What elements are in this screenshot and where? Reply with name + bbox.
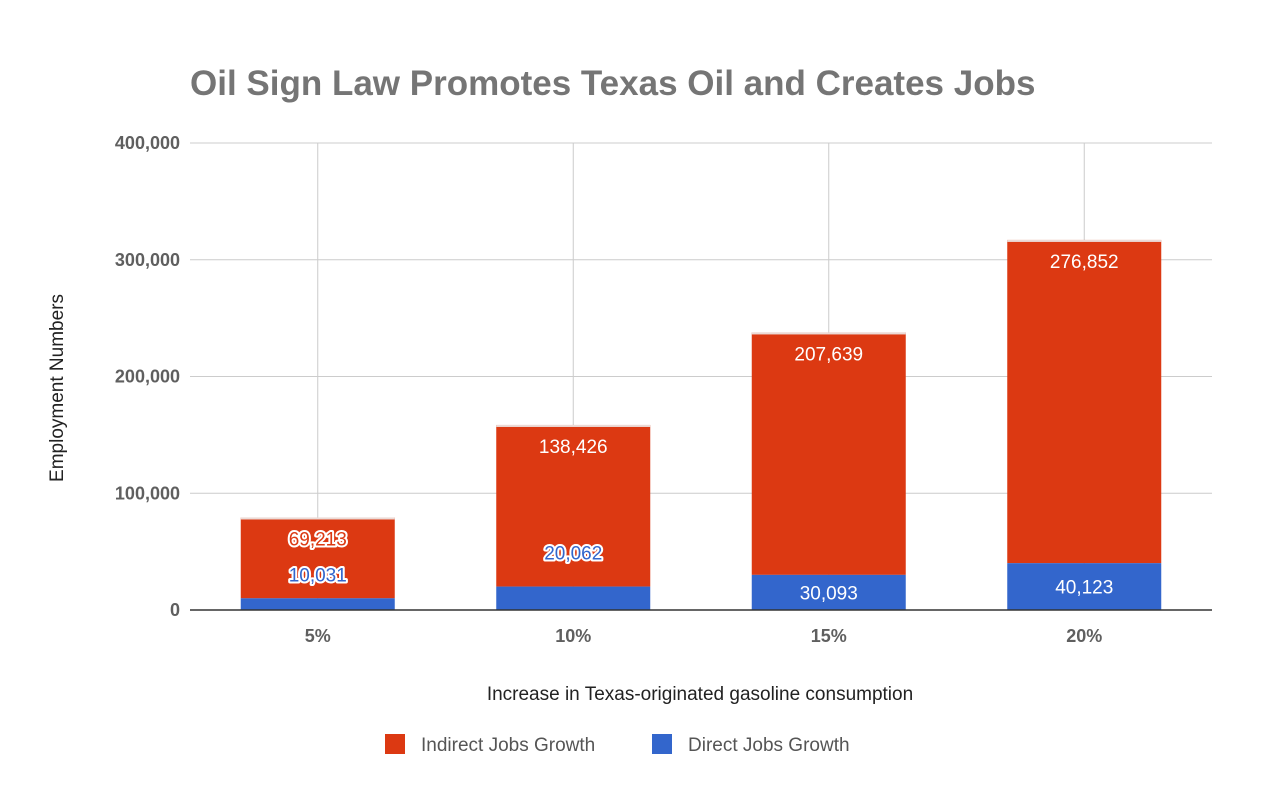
bar-indirect-jobs — [240, 517, 395, 599]
legend-label: Indirect Jobs Growth — [421, 735, 595, 756]
legend-swatch — [385, 734, 405, 754]
bar-direct-jobs — [240, 598, 395, 610]
bar-top-edge — [496, 424, 651, 427]
y-axis-label: Employment Numbers — [47, 294, 68, 482]
bar-top-edge — [1007, 239, 1162, 242]
bar-direct-jobs — [496, 586, 651, 610]
chart-title: Oil Sign Law Promotes Texas Oil and Crea… — [190, 64, 1035, 103]
data-label-direct: 20,062 — [544, 544, 602, 565]
legend-label: Direct Jobs Growth — [688, 735, 850, 756]
data-label-direct: 10,031 — [289, 565, 347, 586]
bar-indirect-jobs — [496, 424, 651, 587]
data-label-indirect: 207,639 — [794, 344, 863, 365]
data-label-indirect: 69,213 — [289, 529, 347, 550]
bar-indirect-jobs — [751, 332, 906, 575]
y-tick-label: 400,000 — [115, 133, 180, 153]
data-label-indirect: 138,426 — [539, 437, 608, 458]
x-axis-label: Increase in Texas-originated gasoline co… — [487, 684, 913, 705]
data-label-indirect: 276,852 — [1050, 252, 1119, 273]
legend-swatch — [652, 734, 672, 754]
data-label-direct: 40,123 — [1055, 578, 1113, 599]
data-labels: 69,213 10,031 138,426 20,062 207,639 30,093 27… — [287, 252, 1119, 605]
bar-indirect-jobs — [1007, 239, 1162, 564]
x-tick-label: 5% — [305, 626, 331, 646]
legend: Indirect Jobs Growth Direct Jobs Growth — [385, 734, 850, 756]
y-tick-label: 200,000 — [115, 367, 180, 387]
x-tick-label: 20% — [1066, 626, 1102, 646]
y-tick-label: 300,000 — [115, 250, 180, 270]
x-tick-label: 10% — [555, 626, 591, 646]
bar-top-edge — [751, 332, 906, 335]
data-label-direct: 30,093 — [800, 583, 858, 604]
bar-direct-jobs — [1007, 563, 1162, 610]
y-tick-label: 100,000 — [115, 483, 180, 503]
axes: 0 100,000 200,000 300,000 400,000 5% 10% 15% 20% — [115, 133, 1212, 646]
bars — [240, 239, 1162, 610]
x-tick-label: 15% — [811, 626, 847, 646]
y-tick-label: 0 — [170, 600, 180, 620]
bar-top-edge — [240, 517, 395, 520]
bar-direct-jobs — [751, 574, 906, 610]
